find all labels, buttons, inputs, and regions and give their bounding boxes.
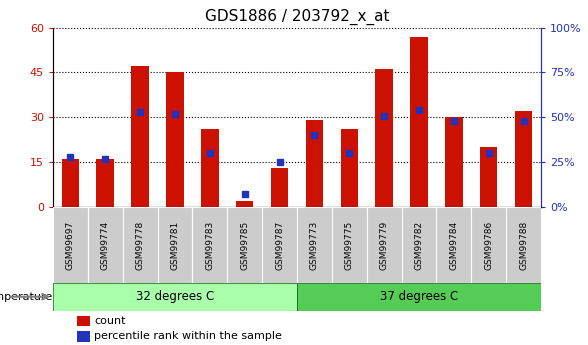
- Text: GSM99788: GSM99788: [519, 220, 528, 269]
- Bar: [297, 283, 541, 310]
- Text: GSM99779: GSM99779: [380, 220, 389, 269]
- Text: 37 degrees C: 37 degrees C: [380, 290, 458, 303]
- Text: GSM99782: GSM99782: [415, 220, 423, 269]
- Bar: [131, 67, 149, 207]
- Bar: [340, 129, 358, 207]
- Bar: [515, 111, 532, 207]
- Bar: [88, 207, 123, 283]
- Bar: [236, 201, 253, 207]
- Bar: [271, 168, 288, 207]
- Bar: [367, 207, 402, 283]
- Bar: [480, 147, 497, 207]
- Text: percentile rank within the sample: percentile rank within the sample: [95, 332, 282, 341]
- Bar: [297, 207, 332, 283]
- Text: GSM99773: GSM99773: [310, 220, 319, 269]
- Bar: [436, 207, 471, 283]
- Text: temperature: temperature: [0, 292, 53, 302]
- Text: GSM99774: GSM99774: [101, 220, 110, 269]
- Bar: [53, 283, 297, 310]
- Text: GSM99785: GSM99785: [240, 220, 249, 269]
- Text: GSM99781: GSM99781: [171, 220, 179, 269]
- Text: 32 degrees C: 32 degrees C: [136, 290, 214, 303]
- Bar: [62, 159, 79, 207]
- Bar: [306, 120, 323, 207]
- Bar: [201, 129, 219, 207]
- Text: GSM99697: GSM99697: [66, 220, 75, 269]
- Text: GSM99786: GSM99786: [484, 220, 493, 269]
- Bar: [166, 72, 183, 207]
- Bar: [227, 207, 262, 283]
- Title: GDS1886 / 203792_x_at: GDS1886 / 203792_x_at: [205, 9, 389, 25]
- Bar: [332, 207, 367, 283]
- Text: GSM99787: GSM99787: [275, 220, 284, 269]
- Bar: [78, 316, 89, 326]
- Bar: [445, 117, 463, 207]
- Text: GSM99778: GSM99778: [136, 220, 145, 269]
- Text: GSM99783: GSM99783: [205, 220, 214, 269]
- Bar: [410, 37, 427, 207]
- Text: GSM99775: GSM99775: [345, 220, 354, 269]
- Text: count: count: [95, 316, 126, 326]
- Bar: [158, 207, 192, 283]
- Bar: [123, 207, 158, 283]
- Bar: [192, 207, 227, 283]
- Bar: [471, 207, 506, 283]
- Bar: [53, 207, 88, 283]
- Bar: [506, 207, 541, 283]
- Bar: [78, 331, 89, 342]
- Bar: [375, 69, 393, 207]
- Bar: [96, 159, 114, 207]
- Text: GSM99784: GSM99784: [449, 220, 458, 269]
- Bar: [402, 207, 436, 283]
- Bar: [262, 207, 297, 283]
